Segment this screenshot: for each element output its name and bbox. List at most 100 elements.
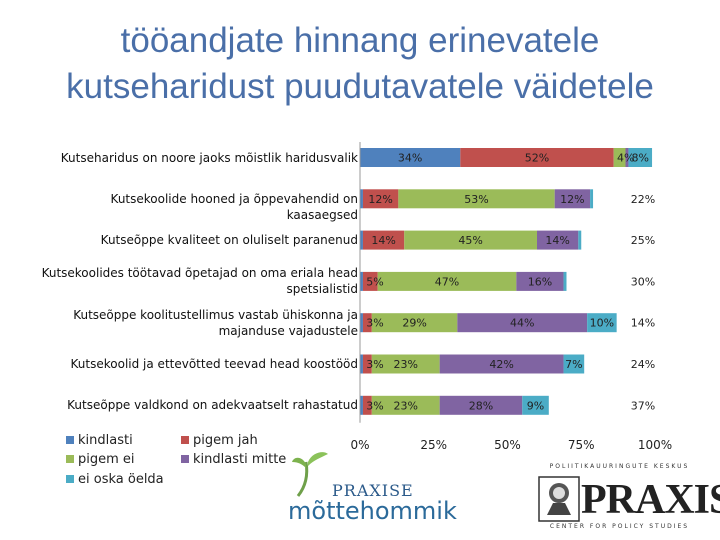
bar-segment: [439, 354, 564, 374]
praxis-tagline-bottom: CENTER FOR POLICY STUDIES: [549, 523, 690, 530]
bar-segment: [587, 313, 617, 333]
data-label: 28%: [469, 399, 493, 412]
bar-segment: [613, 148, 626, 167]
category-label-line: Kutsekoolide hooned ja õppevahendid on k…: [110, 191, 358, 222]
lion-emblem-icon: [538, 476, 580, 522]
data-label: 53%: [464, 193, 488, 206]
category-label: Kutsekoolid ja ettevõtted teevad head ko…: [38, 356, 358, 372]
data-label: 5%: [366, 275, 383, 288]
data-label: 29%: [402, 317, 426, 330]
bar-segment: [362, 230, 405, 250]
legend-label: pigem jah: [193, 433, 258, 448]
legend-swatch: [66, 474, 74, 483]
x-tick-label: 50%: [494, 438, 521, 452]
legend-label: kindlasti mitte: [193, 452, 287, 467]
data-label: 9%: [527, 399, 544, 412]
bar-segment: [522, 395, 549, 415]
category-label: Kutsekoolides töötavad õpetajad on oma e…: [38, 265, 358, 297]
legend-swatch: [181, 454, 189, 463]
category-label-line: Kutseharidus on noore jaoks mõistlik har…: [60, 150, 358, 165]
mottehommik-wordmark: mõttehommik: [288, 497, 457, 525]
praxis-tagline-top: POLIITIKAUURINGUTE KESKUS: [549, 463, 690, 470]
legend-label: kindlasti: [78, 433, 133, 448]
legend-label: pigem ei: [78, 452, 135, 467]
bar-segment: [404, 230, 537, 250]
praxise-wordmark: PRAXISE: [332, 481, 414, 500]
data-label: 47%: [435, 275, 459, 288]
data-label: 30%: [631, 275, 655, 288]
bar-segment: [360, 148, 461, 167]
data-label: 44%: [510, 317, 534, 330]
bar-segment: [362, 189, 399, 209]
bar-segment: [578, 230, 582, 250]
category-label-line: Kutseõppe koolitustellimus vastab ühisko…: [73, 307, 358, 322]
category-label-line: spetsialistid: [286, 282, 358, 297]
legend-item-pigem-jah: pigem jah: [181, 432, 258, 450]
data-label: 14%: [631, 317, 655, 330]
x-tick-label: 75%: [568, 438, 595, 452]
legend-swatch: [66, 435, 74, 444]
category-label-line: Kutsekoolid ja ettevõtted teevad head ko…: [70, 357, 358, 371]
bar-segment: [398, 189, 555, 209]
data-label: 14%: [371, 234, 395, 247]
praxis-wordmark: PRAXIS: [581, 477, 720, 523]
data-label: 3%: [366, 399, 383, 412]
legend-item-ei-oska-oelda: ei oska öelda: [66, 471, 164, 489]
bar-segment: [360, 354, 363, 374]
bar-segment: [362, 354, 372, 374]
bar-segment: [360, 313, 363, 333]
bar-segment: [563, 271, 567, 291]
bar-segment: [360, 271, 363, 291]
data-label: 22%: [631, 193, 655, 206]
data-label: 12%: [368, 193, 392, 206]
bar-segment: [625, 148, 629, 167]
bar-segment: [362, 395, 372, 415]
category-label-line: Kutseõppe kvaliteet on oluliselt paranen…: [100, 233, 358, 248]
legend-item-kindlasti: kindlasti: [66, 432, 133, 450]
data-label: 12%: [560, 193, 584, 206]
bar-segment: [554, 189, 591, 209]
data-label: 23%: [393, 399, 417, 412]
category-label: Kutseõppe koolitustellimus vastab ühisko…: [38, 307, 358, 339]
title-line-2: kutseharidust puudutavatele väidetele: [66, 67, 654, 106]
praxise-mottehommik-logo: PRAXISE mõttehommik: [288, 450, 457, 530]
leaf-icon: [292, 452, 328, 497]
data-label: 52%: [525, 152, 549, 165]
data-label: 42%: [489, 358, 513, 371]
bar-segment: [460, 148, 614, 167]
bar-segment: [628, 148, 653, 167]
bar-segment: [590, 189, 594, 209]
category-label: Kutseõppe kvaliteet on oluliselt paranen…: [38, 232, 358, 248]
bar-segment: [371, 354, 440, 374]
bar-segment: [360, 230, 363, 250]
data-label: 4%: [617, 152, 634, 165]
data-label: 24%: [631, 358, 655, 371]
bar-segment: [457, 313, 588, 333]
legend-swatch: [66, 454, 74, 463]
data-label: 23%: [393, 358, 417, 371]
data-label: 34%: [398, 152, 422, 165]
bar-segment: [360, 395, 363, 415]
data-label: 16%: [528, 275, 552, 288]
x-tick-label: 0%: [350, 438, 369, 452]
category-label-line: Kutseõppe valdkond on adekvaatselt rahas…: [67, 398, 358, 413]
bar-segment: [360, 189, 363, 209]
bar-segment: [377, 271, 517, 291]
chart-title: tööandjate hinnang erinevatele kutsehari…: [0, 18, 720, 110]
category-label: Kutsekoolide hooned ja õppevahendid on k…: [38, 191, 358, 223]
legend-swatch: [181, 435, 189, 444]
category-label-line: Kutsekoolides töötavad õpetajad on oma e…: [41, 266, 358, 281]
data-label: 10%: [590, 317, 614, 330]
data-label: 37%: [631, 399, 655, 412]
data-label: 8%: [632, 152, 649, 165]
category-label: Kutseharidus on noore jaoks mõistlik har…: [38, 150, 358, 166]
bar-segment: [362, 271, 378, 291]
category-label-line: majanduse vajadustele: [218, 323, 358, 338]
data-label: 25%: [631, 234, 655, 247]
bar-segment: [537, 230, 579, 250]
data-label: 3%: [366, 317, 383, 330]
bar-segment: [516, 271, 564, 291]
bar-segment: [563, 354, 585, 374]
data-label: 7%: [565, 358, 582, 371]
legend-label: ei oska öelda: [78, 472, 164, 487]
